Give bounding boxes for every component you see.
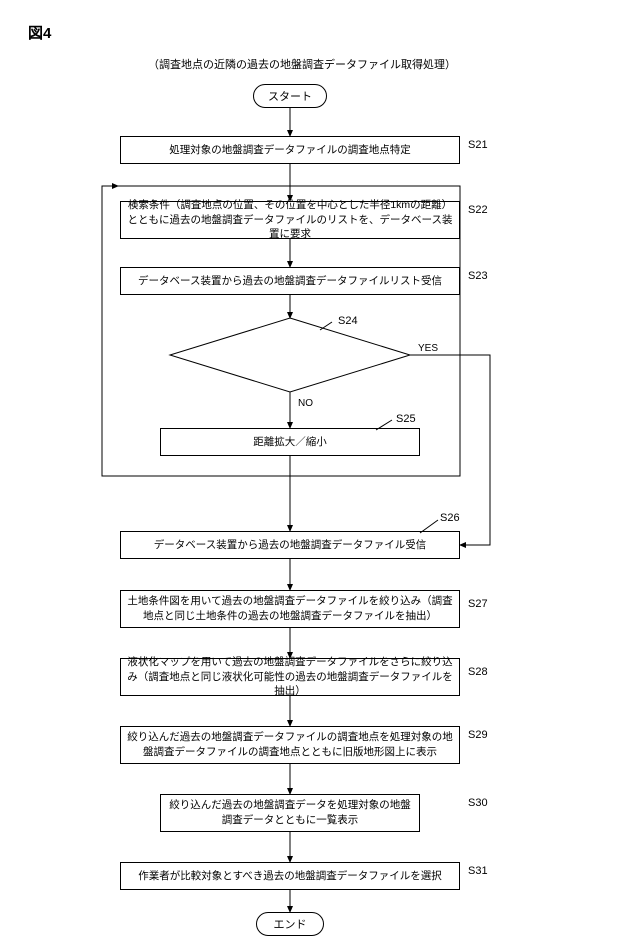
- end-terminator: エンド: [256, 912, 324, 936]
- process-s30: 絞り込んだ過去の地盤調査データを処理対象の地盤調査データとともに一覧表示: [160, 794, 420, 832]
- label-s29: S29: [468, 729, 488, 741]
- process-s28: 液状化マップを用いて過去の地盤調査データファイルをさらに絞り込み（調査地点と同じ…: [120, 658, 460, 696]
- process-s31: 作業者が比較対象とすべき過去の地盤調査データファイルを選択: [120, 862, 460, 890]
- process-s27: 土地条件図を用いて過去の地盤調査データファイルを絞り込み（調査地点と同じ土地条件…: [120, 590, 460, 628]
- process-s22: 検索条件（調査地点の位置、その位置を中心とした半径1kmの距離）とともに過去の地…: [120, 201, 460, 239]
- label-s23: S23: [468, 270, 488, 282]
- process-s26: データベース装置から過去の地盤調査データファイル受信: [120, 531, 460, 559]
- label-s27: S27: [468, 598, 488, 610]
- flowchart-canvas: 図4 （調査地点の近隣の過去の地盤調査データファイル取得処理） スタート 処理対…: [0, 0, 640, 948]
- process-s23: データベース装置から過去の地盤調査データファイルリスト受信: [120, 267, 460, 295]
- process-s25: 距離拡大／縮小: [160, 428, 420, 456]
- decision-s24-text: 6≧過去の地盤調査データファイル数≧3？: [190, 348, 390, 363]
- branch-no: NO: [298, 398, 313, 409]
- branch-yes: YES: [418, 343, 438, 354]
- label-s31: S31: [468, 865, 488, 877]
- label-s30: S30: [468, 797, 488, 809]
- label-s25: S25: [396, 413, 416, 425]
- diagram-subtitle: （調査地点の近隣の過去の地盤調査データファイル取得処理）: [148, 56, 456, 72]
- label-s26: S26: [440, 512, 460, 524]
- figure-label: 図4: [28, 22, 51, 43]
- label-s24: S24: [338, 315, 358, 327]
- label-s22: S22: [468, 204, 488, 216]
- label-s28: S28: [468, 666, 488, 678]
- start-terminator: スタート: [253, 84, 327, 108]
- process-s29: 絞り込んだ過去の地盤調査データファイルの調査地点を処理対象の地盤調査データファイ…: [120, 726, 460, 764]
- process-s21: 処理対象の地盤調査データファイルの調査地点特定: [120, 136, 460, 164]
- label-s21: S21: [468, 139, 488, 151]
